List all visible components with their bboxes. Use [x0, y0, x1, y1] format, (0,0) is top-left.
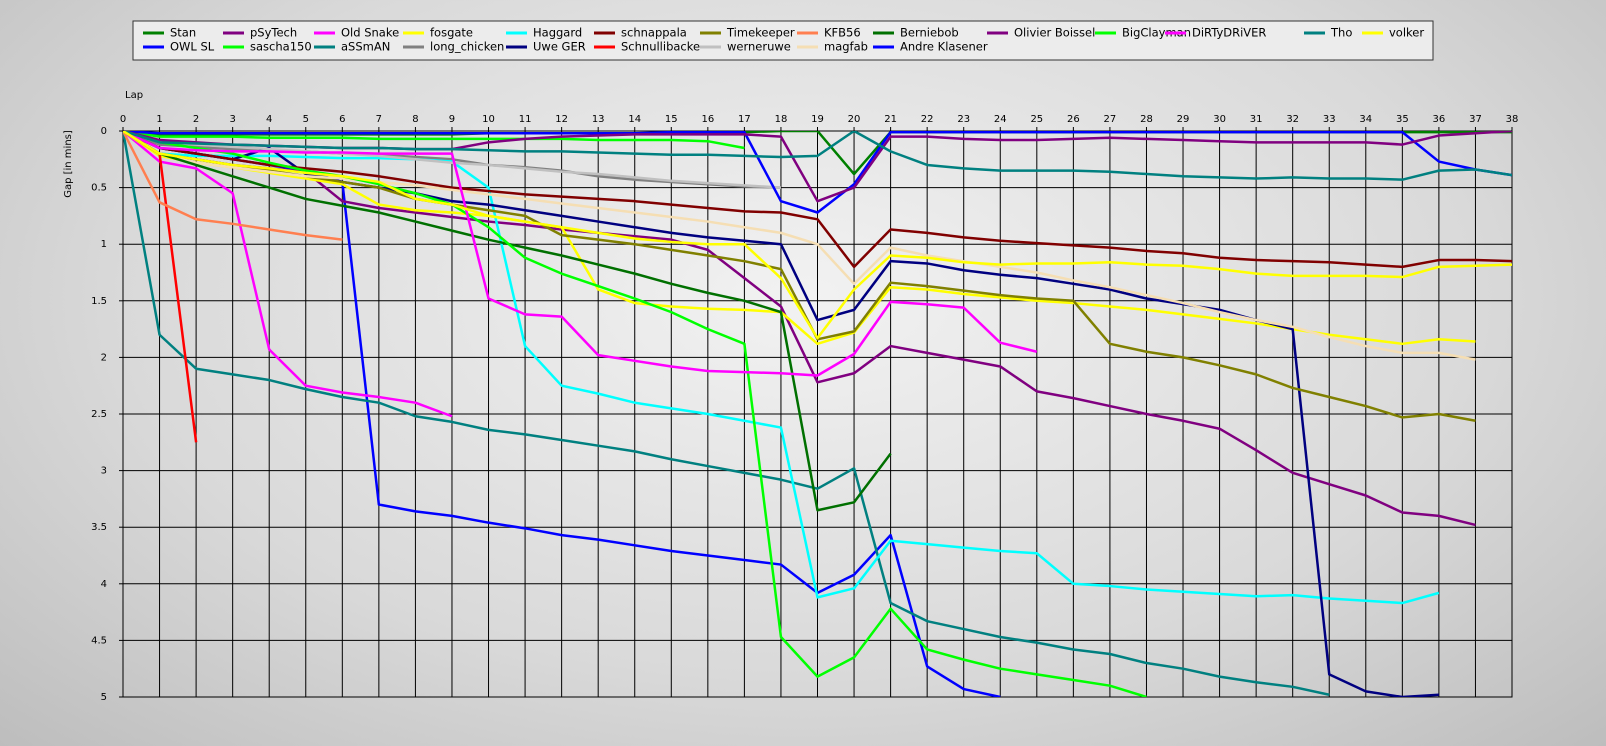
x-tick-label: 5: [303, 114, 309, 125]
x-tick-label: 35: [1396, 114, 1409, 125]
series-group: [123, 131, 1512, 697]
x-tick-label: 32: [1286, 114, 1299, 125]
series-line: [123, 131, 1512, 181]
x-tick-label: 38: [1506, 114, 1519, 125]
x-tick-label: 13: [592, 114, 605, 125]
x-tick-label: 1: [156, 114, 162, 125]
legend-label: Stan: [170, 26, 196, 40]
x-tick-label: 20: [848, 114, 861, 125]
legend-label: Schnullibacke: [621, 40, 700, 54]
legend-label: BigClayman: [1122, 26, 1191, 40]
legend-label: Uwe GER: [533, 40, 586, 54]
legend-label: volker: [1389, 26, 1424, 40]
x-tick-label: 9: [449, 114, 455, 125]
x-tick-label: 6: [339, 114, 345, 125]
legend-label: fosgate: [430, 26, 473, 40]
legend-label: Andre Klasener: [900, 40, 988, 54]
y-axis-label: Gap [in mins]: [63, 130, 74, 198]
legend-label: OWL SL: [170, 40, 215, 54]
x-tick-label: 12: [555, 114, 568, 125]
legend-label: long_chicken: [430, 40, 504, 54]
y-tick-label: 1: [101, 239, 107, 250]
x-tick-label: 31: [1250, 114, 1263, 125]
legend-label: aSSmAN: [341, 40, 390, 54]
legend-label: Olivier Boissel: [1014, 26, 1095, 40]
legend-label: KFB56: [824, 26, 861, 40]
x-tick-label: 14: [628, 114, 641, 125]
y-tick-label: 5: [101, 692, 107, 703]
legend-label: schnappala: [621, 26, 687, 40]
x-tick-label: 16: [701, 114, 714, 125]
series-line: [123, 131, 1476, 346]
x-tick-label: 27: [1104, 114, 1117, 125]
series-line: [123, 131, 1038, 377]
legend-box: [132, 20, 1434, 61]
x-tick-label: 33: [1323, 114, 1336, 125]
x-tick-label: 19: [811, 114, 824, 125]
y-tick-label: 4: [101, 579, 107, 590]
y-tick-label: 2: [101, 352, 107, 363]
y-tick-label: 2.5: [91, 409, 107, 420]
x-tick-label: 7: [376, 114, 382, 125]
x-tick-label: 36: [1433, 114, 1446, 125]
series-line: [123, 131, 1476, 423]
series-line: [123, 131, 1512, 214]
x-tick-label: 4: [266, 114, 272, 125]
legend-label: pSyTech: [250, 26, 297, 40]
x-tick-label: 10: [482, 114, 495, 125]
x-tick-label: 0: [120, 114, 126, 125]
x-tick-label: 30: [1213, 114, 1226, 125]
y-tick-label: 0: [101, 126, 107, 137]
y-tick-label: 1.5: [91, 296, 107, 307]
series-line: [123, 131, 343, 241]
series-line: [123, 131, 1512, 340]
legend-label: Haggard: [533, 26, 582, 40]
x-tick-label: 2: [193, 114, 199, 125]
x-tick-label: 28: [1140, 114, 1153, 125]
x-tick-label: 15: [665, 114, 678, 125]
y-tick-label: 3: [101, 466, 107, 477]
x-tick-label: 37: [1469, 114, 1482, 125]
legend-label: Old Snake: [341, 26, 399, 40]
legend-label: magfab: [824, 40, 868, 54]
x-tick-label: 8: [412, 114, 418, 125]
y-tick-label: 3.5: [91, 522, 107, 533]
series-line: [123, 131, 1440, 605]
y-tick-label: 4.5: [91, 635, 107, 646]
x-axis-label: Lap: [125, 90, 143, 101]
series-line: [123, 131, 745, 150]
x-tick-label: 23: [957, 114, 970, 125]
legend-label: werneruwe: [727, 40, 791, 54]
series-line: [123, 131, 1512, 269]
x-tick-label: 34: [1359, 114, 1372, 125]
x-tick-label: 21: [884, 114, 897, 125]
series-line: [123, 131, 1476, 361]
x-tick-label: 3: [229, 114, 235, 125]
series-line: [123, 131, 1330, 696]
x-tick-label: 29: [1177, 114, 1190, 125]
x-tick-label: 17: [738, 114, 751, 125]
legend-label: DiRTyDRiVER: [1192, 26, 1266, 40]
legend-label: Timekeeper: [726, 26, 795, 40]
x-tick-label: 11: [519, 114, 532, 125]
y-tick-label: 0.5: [91, 183, 107, 194]
x-tick-label: 26: [1067, 114, 1080, 125]
legend-label: Tho: [1330, 26, 1352, 40]
legend-label: sascha150: [250, 40, 312, 54]
legend-label: Berniebob: [900, 26, 959, 40]
x-tick-label: 22: [921, 114, 934, 125]
x-tick-label: 18: [775, 114, 788, 125]
series-line: [123, 131, 782, 189]
x-tick-label: 24: [994, 114, 1007, 125]
series-line: [123, 131, 1147, 697]
series-line: [123, 131, 1476, 527]
series-line: [123, 131, 453, 418]
x-tick-label: 25: [1030, 114, 1043, 125]
